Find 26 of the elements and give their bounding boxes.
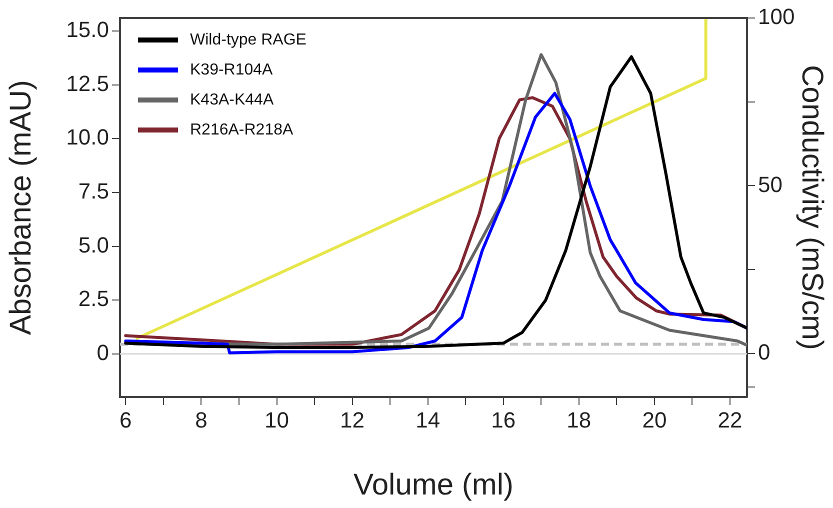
y2-tick-label: 0	[758, 339, 770, 364]
y-tick-label: 0	[96, 340, 109, 365]
x-tick-label: 12	[340, 407, 365, 432]
x-tick-label: 22	[718, 407, 742, 432]
legend-label: Wild-type RAGE	[190, 31, 306, 48]
y2-tick-label: 50	[758, 172, 782, 197]
x-tick-label: 20	[642, 407, 667, 432]
legend-label: R216A-R218A	[190, 121, 294, 138]
x-tick-label: 10	[264, 407, 289, 432]
y-tick-label: 2.5	[78, 286, 109, 312]
y-tick-label: 5.0	[78, 232, 109, 258]
x-tick-label: 18	[566, 407, 592, 432]
x-tick-label: 8	[195, 407, 208, 432]
x-tick-label: 14	[416, 407, 440, 432]
y-tick-label: 10.0	[66, 124, 109, 150]
legend-label: K43A-K44A	[190, 91, 274, 108]
y-tick-label: 7.5	[78, 178, 109, 204]
x-axis-title: Volume (ml)	[353, 468, 514, 502]
x-tick-label: 16	[491, 407, 516, 432]
y-tick-label: 12.5	[66, 70, 109, 96]
legend-label: K39-R104A	[190, 61, 274, 78]
y2-tick-label: 100	[758, 4, 795, 30]
y-tick-label: 15.0	[66, 16, 109, 42]
y-axis-title: Absorbance (mAU)	[4, 80, 38, 336]
y2-axis-title: Conductivity (mS/cm)	[796, 64, 829, 350]
x-tick-label: 6	[120, 407, 132, 432]
